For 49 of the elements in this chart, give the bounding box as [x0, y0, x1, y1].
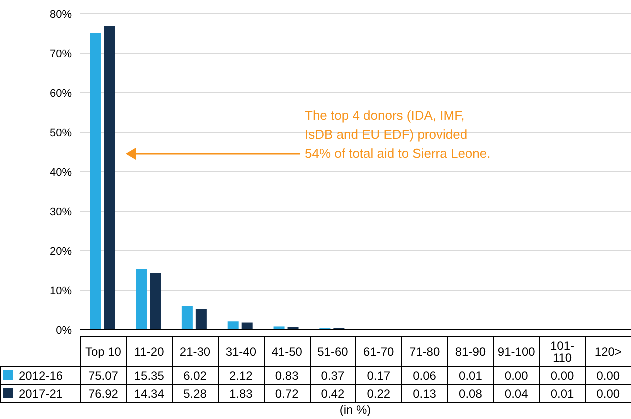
legend-label: 2017-21	[0, 384, 80, 402]
y-tick-label: 50%	[50, 127, 72, 140]
x-tick-label: Top 10	[80, 336, 126, 366]
data-label: 6.02	[172, 366, 218, 384]
data-label: 0.04	[494, 384, 540, 402]
data-label: 75.07	[80, 366, 126, 384]
data-label: 15.35	[126, 366, 172, 384]
data-label: 14.34	[126, 384, 172, 402]
data-label: 0.01	[540, 384, 586, 402]
y-tick-label: 0%	[56, 324, 72, 337]
data-label: 0.83	[264, 366, 310, 384]
data-label: 0.22	[356, 384, 402, 402]
x-tick-label: 21-30	[172, 336, 218, 366]
data-label: 0.17	[356, 366, 402, 384]
data-label: 0.37	[310, 366, 356, 384]
x-tick-label: 51-60	[310, 336, 356, 366]
data-label: 76.92	[80, 384, 126, 402]
annotation: The top 4 donors (IDA, IMF, IsDB and EU EDF) provided 54% of total aid to Sierra Leone.	[305, 107, 492, 163]
data-label: 0.72	[264, 384, 310, 402]
y-tick-label: 60%	[50, 88, 72, 100]
y-tick-label: 10%	[50, 285, 72, 298]
data-label: 0.06	[402, 366, 448, 384]
data-label: 0.00	[494, 366, 540, 384]
x-tick-label: 91-100	[494, 336, 540, 366]
data-label: 0.42	[310, 384, 356, 402]
x-axis-title: (in %)	[338, 403, 372, 417]
x-tick-label: 31-40	[218, 336, 264, 366]
data-label: 0.00	[585, 366, 631, 384]
x-tick-label: 41-50	[264, 336, 310, 366]
legend-label: 2012-16	[0, 366, 80, 384]
x-tick-label: 101-110	[540, 336, 586, 366]
data-label: 0.01	[448, 366, 494, 384]
y-tick-label: 40%	[50, 166, 72, 179]
y-tick-label: 30%	[50, 206, 72, 218]
x-tick-label: 11-20	[126, 336, 172, 366]
y-tick-label: 80%	[50, 8, 72, 21]
data-label: 0.00	[540, 366, 586, 384]
y-tick-label: 70%	[50, 48, 72, 60]
x-tick-label: 61-70	[356, 336, 402, 366]
y-tick-label: 20%	[50, 246, 72, 258]
x-tick-label: 81-90	[448, 336, 494, 366]
data-label: 0.13	[402, 384, 448, 402]
data-label: 5.28	[172, 384, 218, 402]
x-tick-label: 71-80	[402, 336, 448, 366]
data-label: 0.08	[448, 384, 494, 402]
data-label: 1.83	[218, 384, 264, 402]
data-label: 0.00	[585, 384, 631, 402]
x-tick-label: 120>	[585, 336, 631, 366]
data-label: 2.12	[218, 366, 264, 384]
